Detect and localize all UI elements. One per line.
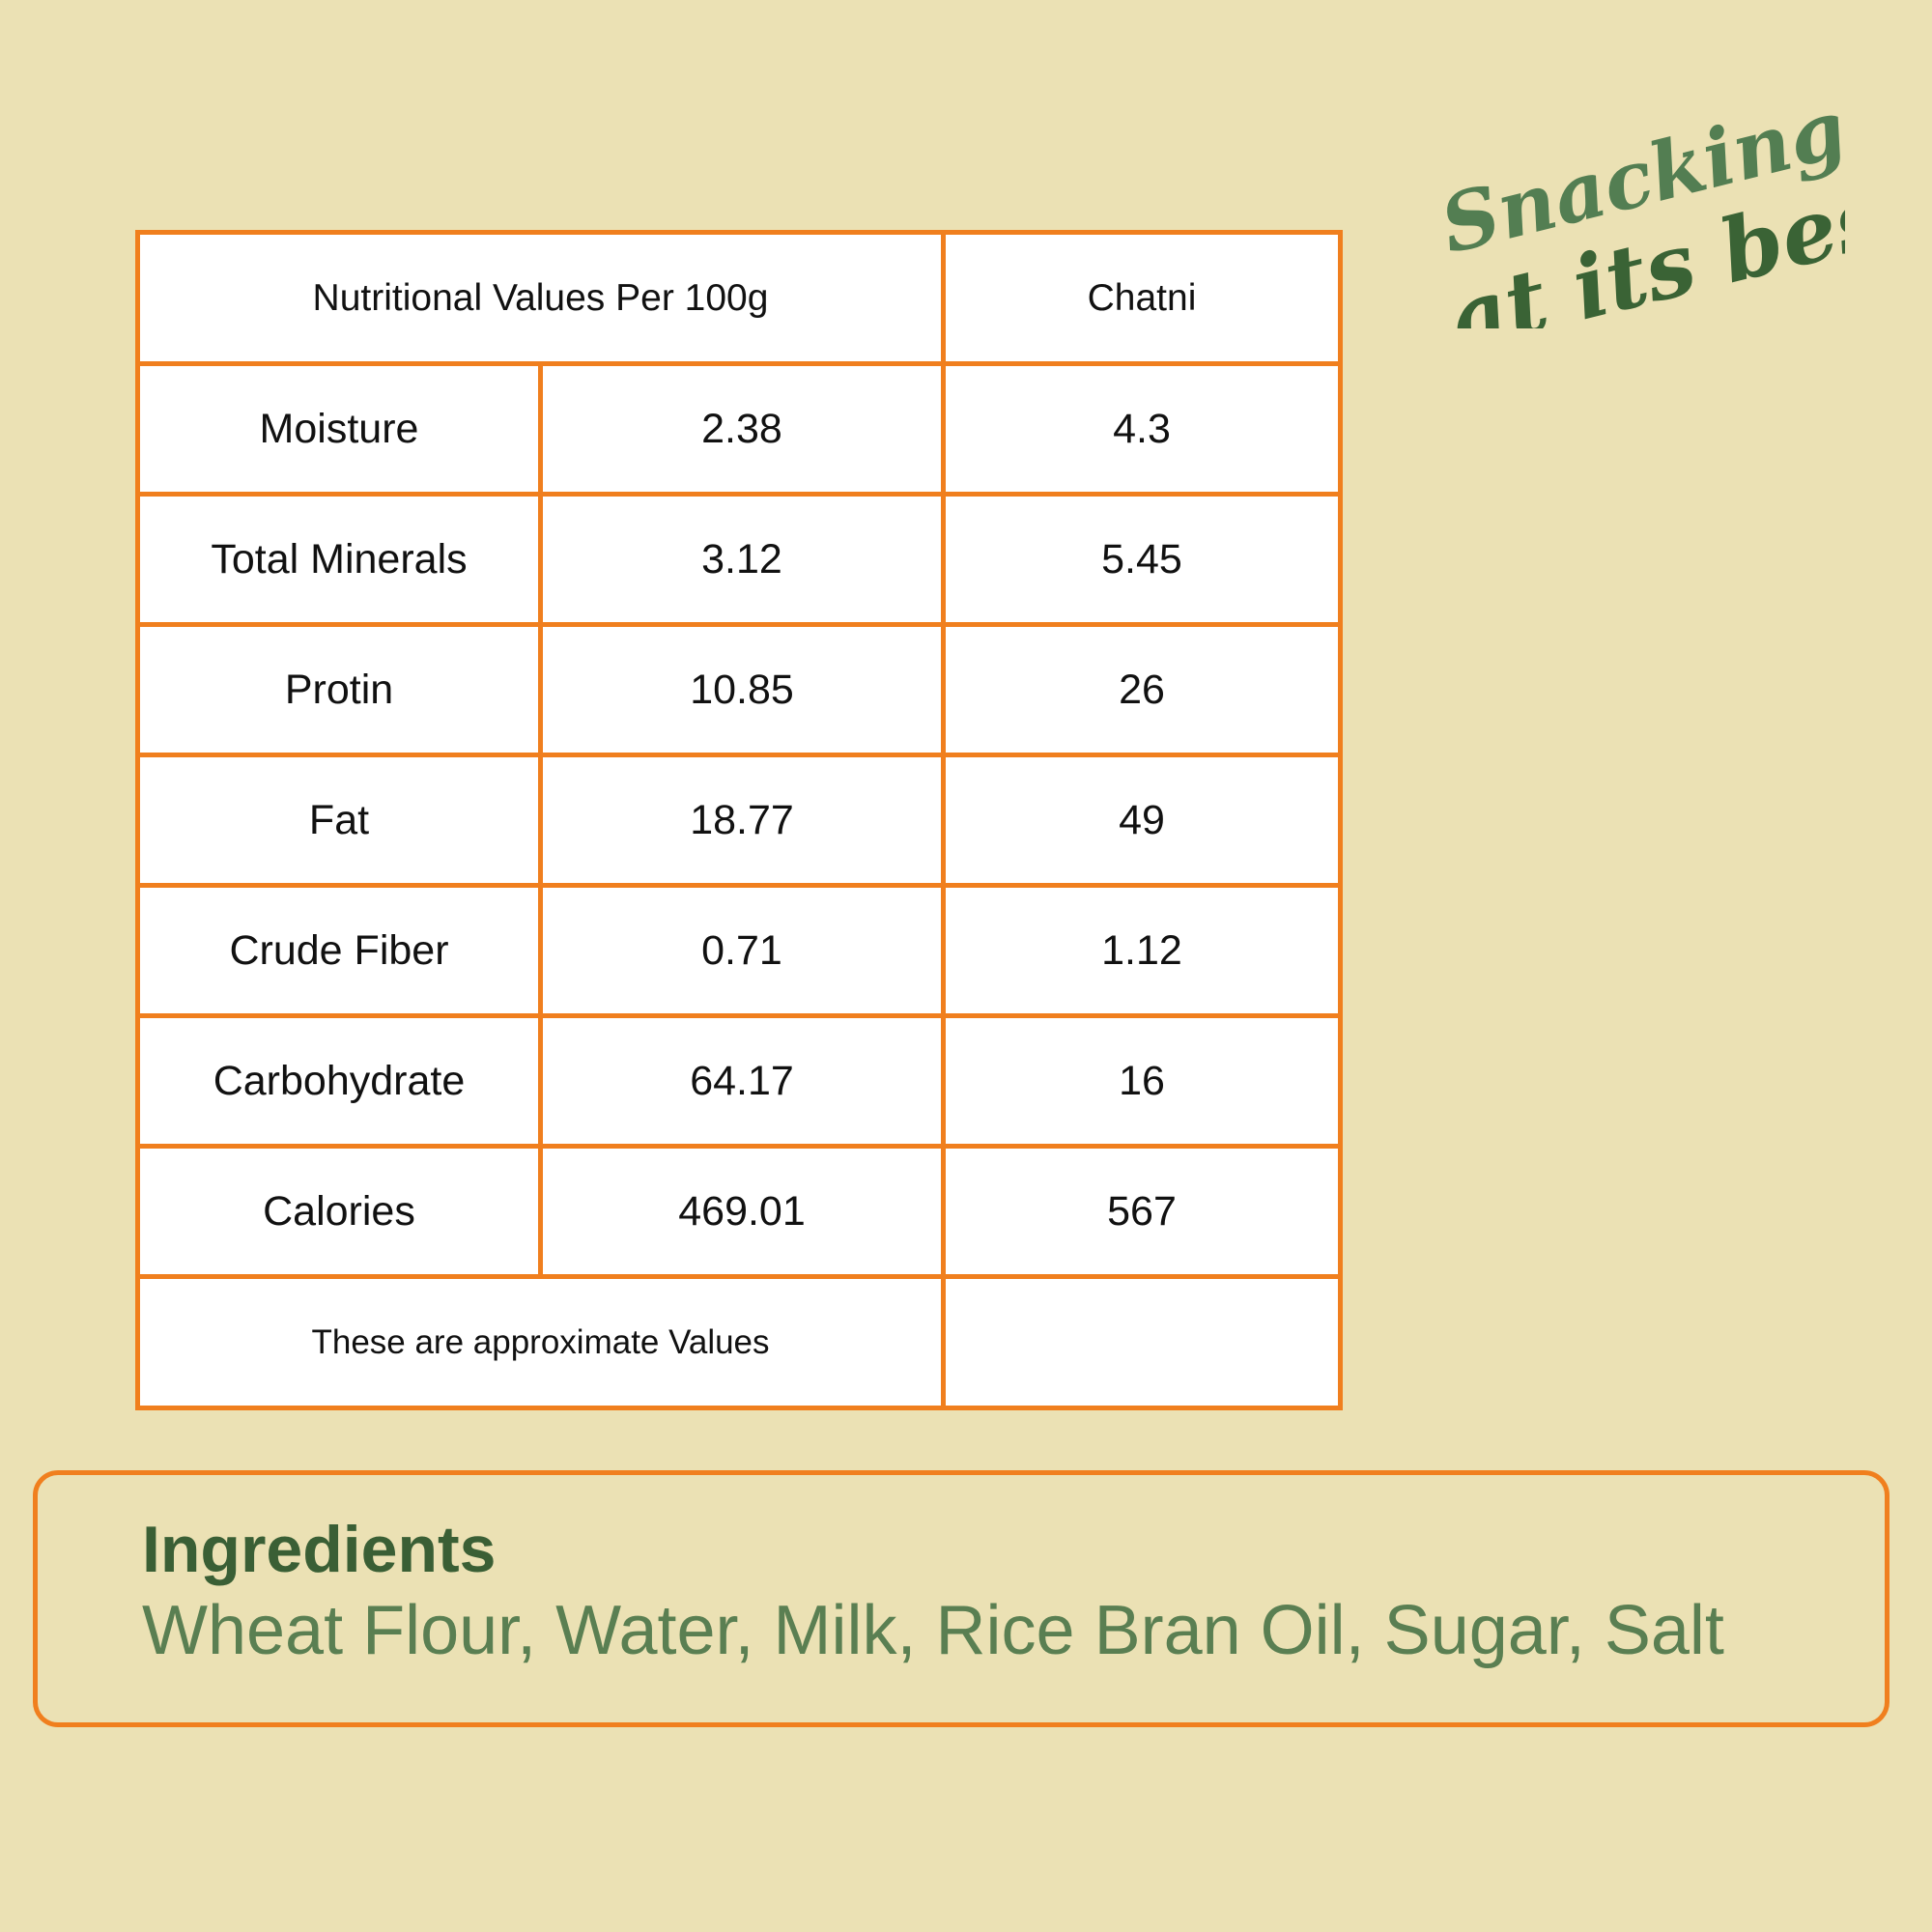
table-row: Carbohydrate 64.17 16 <box>135 1013 1343 1149</box>
value-1: 18.77 <box>538 753 946 888</box>
value-1: 469.01 <box>538 1144 946 1279</box>
footnote-right <box>941 1274 1343 1410</box>
nutrient-name: Crude Fiber <box>135 883 543 1018</box>
value-chatni: 49 <box>941 753 1343 888</box>
nutrient-name: Fat <box>135 753 543 888</box>
value-chatni: 26 <box>941 622 1343 757</box>
ingredients-box: Ingredients Wheat Flour, Water, Milk, Ri… <box>33 1470 1889 1727</box>
table-header-row: Nutritional Values Per 100g Chatni <box>135 230 1343 366</box>
value-chatni: 5.45 <box>941 492 1343 627</box>
value-chatni: 4.3 <box>941 361 1343 497</box>
table-row: Moisture 2.38 4.3 <box>135 361 1343 497</box>
nutrient-name: Calories <box>135 1144 543 1279</box>
nutrition-table: Nutritional Values Per 100g Chatni Moist… <box>135 230 1343 1410</box>
table-row: Calories 469.01 567 <box>135 1144 1343 1279</box>
nutrient-name: Protin <box>135 622 543 757</box>
footnote: These are approximate Values <box>135 1274 946 1410</box>
table-row: Crude Fiber 0.71 1.12 <box>135 883 1343 1018</box>
value-1: 0.71 <box>538 883 946 1018</box>
header-label: Nutritional Values Per 100g <box>135 230 946 366</box>
nutrient-name: Carbohydrate <box>135 1013 543 1149</box>
nutrient-name: Moisture <box>135 361 543 497</box>
table-footnote-row: These are approximate Values <box>135 1274 1343 1410</box>
ingredients-title: Ingredients <box>142 1513 497 1586</box>
value-1: 10.85 <box>538 622 946 757</box>
value-1: 64.17 <box>538 1013 946 1149</box>
value-chatni: 567 <box>941 1144 1343 1279</box>
nutrient-name: Total Minerals <box>135 492 543 627</box>
table-row: Total Minerals 3.12 5.45 <box>135 492 1343 627</box>
snacking-at-its-best-logo: Snacking at its best <box>1432 87 1845 328</box>
table-row: Fat 18.77 49 <box>135 753 1343 888</box>
value-chatni: 1.12 <box>941 883 1343 1018</box>
ingredients-list: Wheat Flour, Water, Milk, Rice Bran Oil,… <box>142 1592 1724 1669</box>
value-1: 2.38 <box>538 361 946 497</box>
value-chatni: 16 <box>941 1013 1343 1149</box>
value-1: 3.12 <box>538 492 946 627</box>
header-product: Chatni <box>941 230 1343 366</box>
table-row: Protin 10.85 26 <box>135 622 1343 757</box>
